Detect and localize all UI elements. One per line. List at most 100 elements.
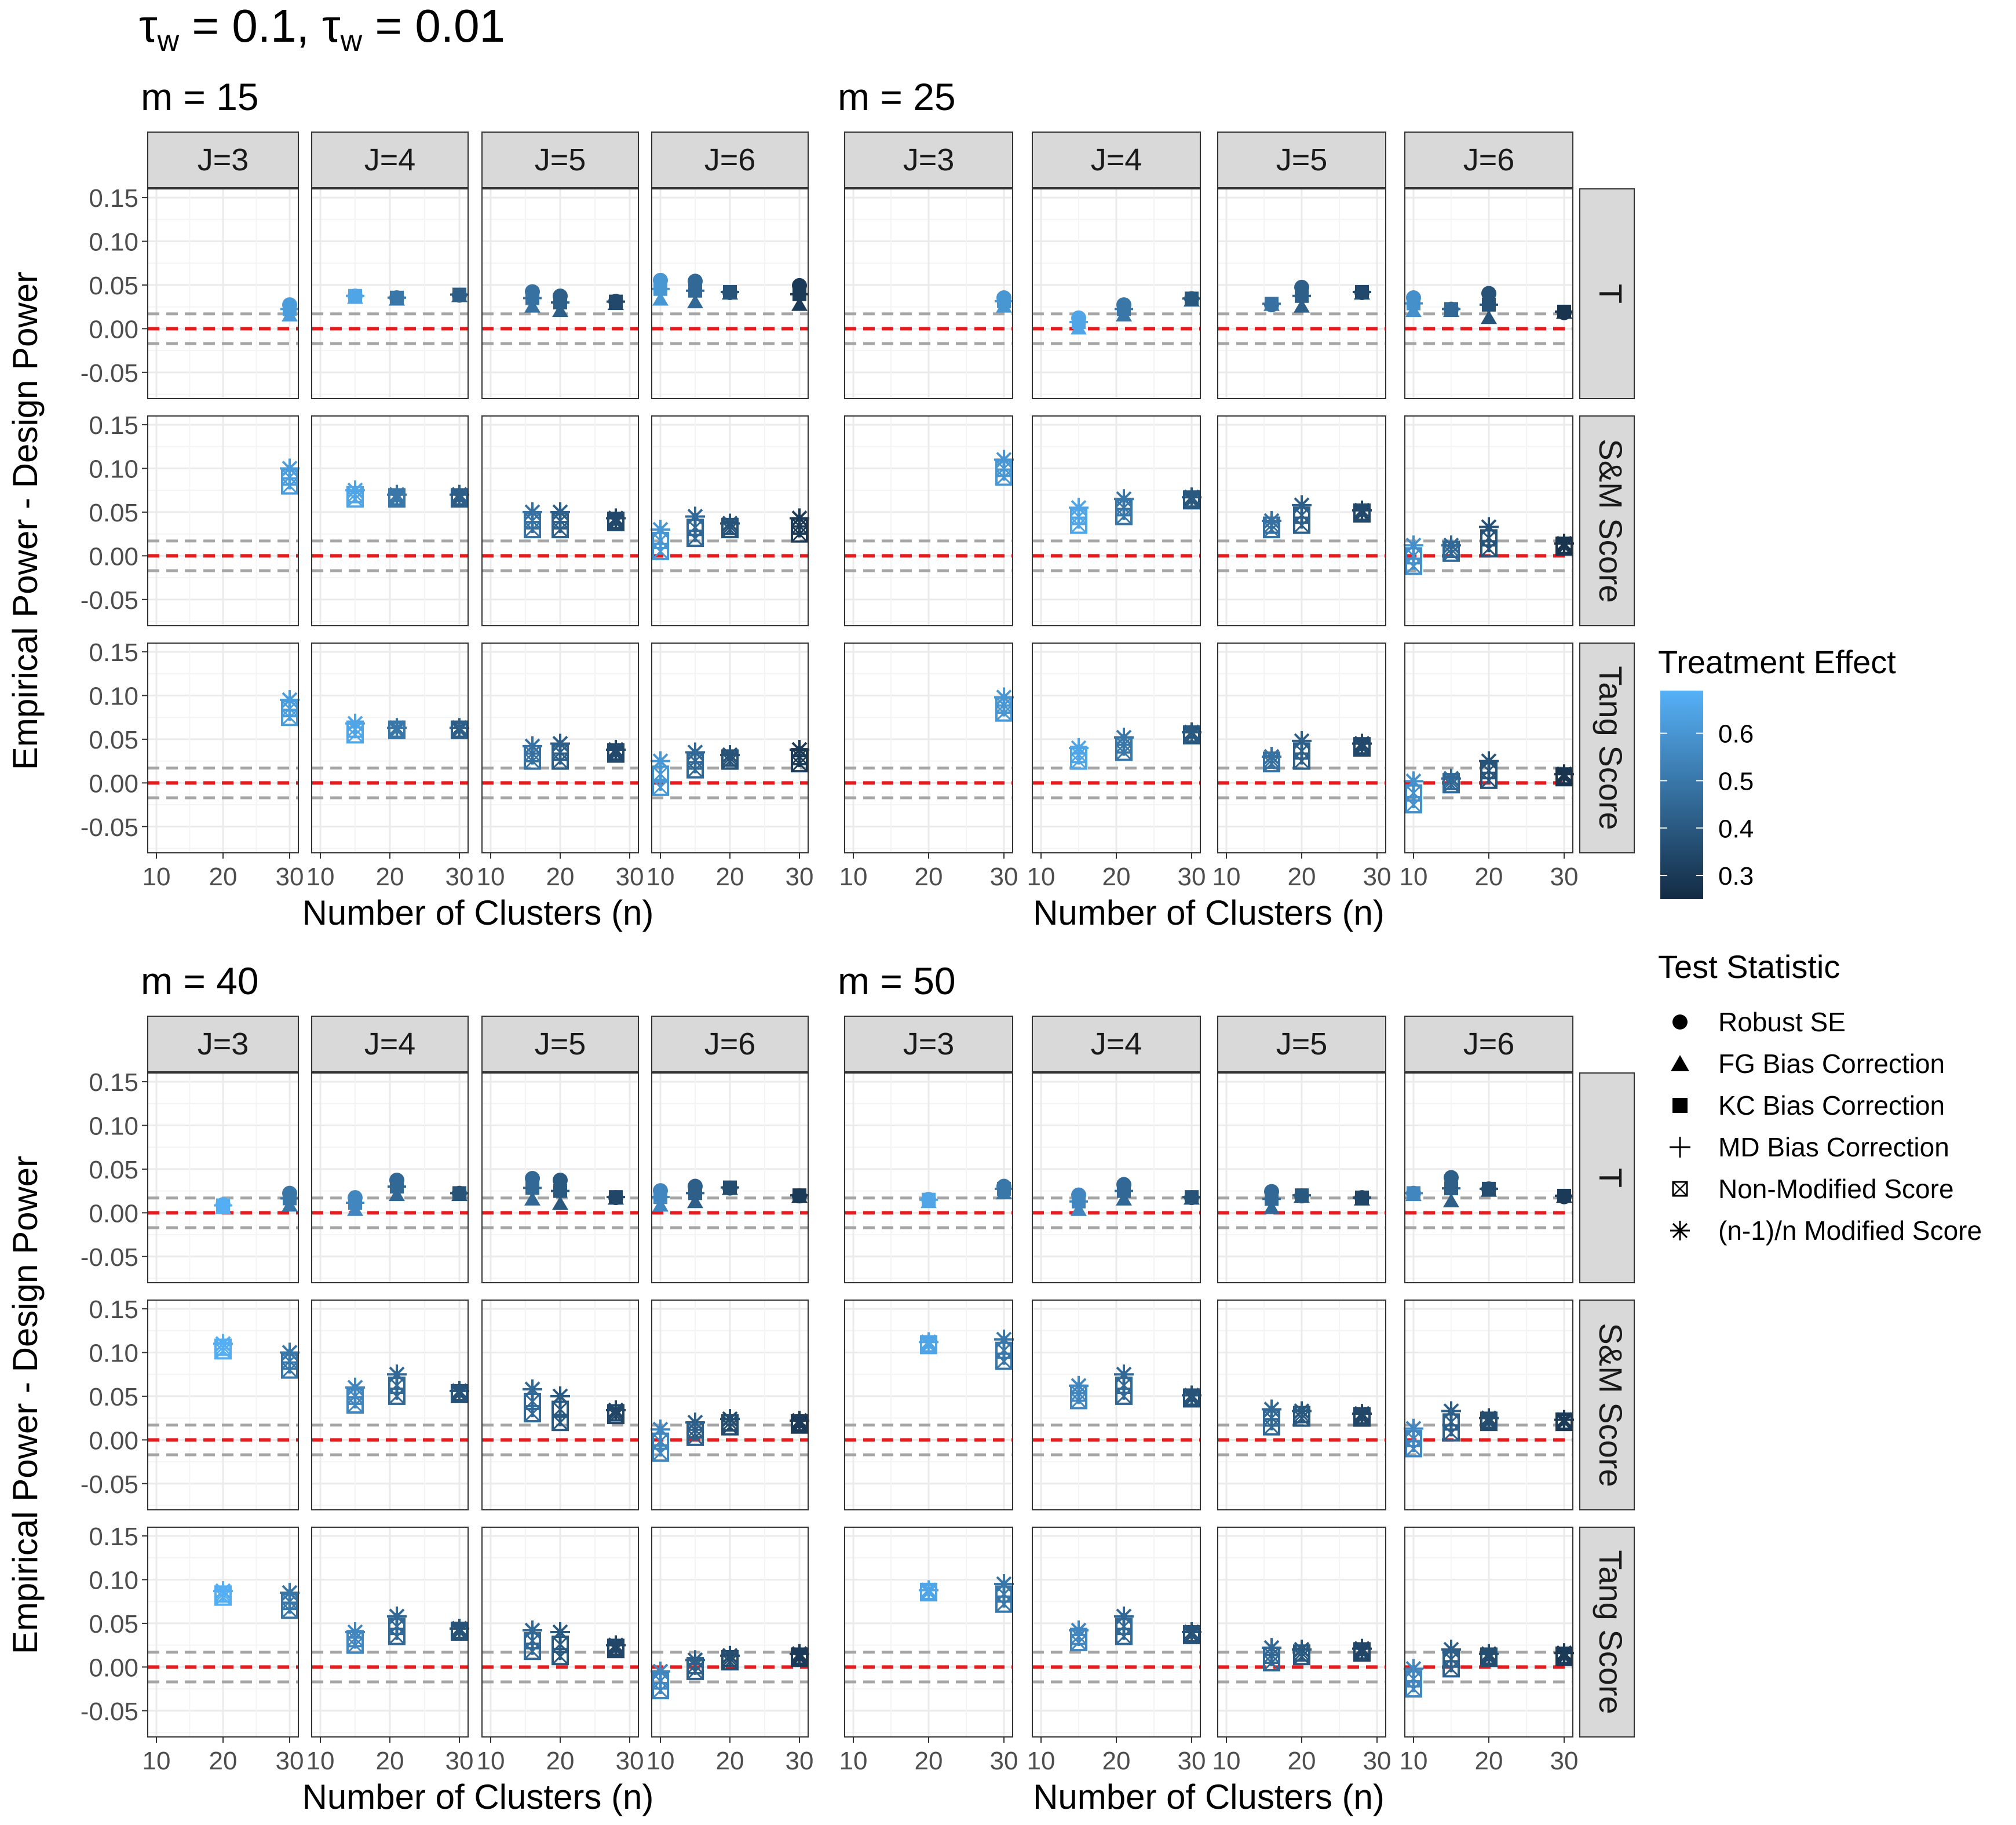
colorbar-tick-label: 0.3 (1718, 862, 1754, 890)
data-point (345, 1377, 365, 1414)
column-strip-label: J=3 (903, 143, 955, 177)
data-point (919, 1580, 938, 1602)
panel-border (147, 188, 299, 399)
x-tick-label: 20 (915, 863, 943, 891)
data-point (995, 1178, 1013, 1200)
y-tick-label: 0.00 (89, 542, 138, 571)
data-point (280, 690, 300, 727)
panel-border (651, 188, 809, 399)
x-tick-label: 20 (716, 1747, 744, 1775)
data-point (994, 687, 1014, 722)
data-point (1441, 535, 1461, 562)
panel-J5-SMScore (481, 1300, 639, 1510)
panel-border (844, 1072, 1013, 1283)
panel-J5-TangScore: 10 20 30 (477, 1527, 644, 1775)
panel-border (311, 1072, 469, 1283)
x-tick-label: 20 (546, 863, 575, 891)
data-point (721, 284, 739, 300)
data-point (606, 1400, 626, 1425)
panel-J3-SMScore: 0.15 0.10 0.05 0.00 -0.05 (81, 411, 300, 626)
x-tick-label: 20 (1102, 1747, 1131, 1775)
data-point (1262, 747, 1281, 773)
x-tick-label: 10 (1400, 1747, 1428, 1775)
colorbar-tick-label: 0.6 (1718, 720, 1754, 749)
panel-J4-SMScore (311, 415, 469, 626)
data-point (523, 1170, 542, 1206)
data-point (450, 1185, 469, 1202)
data-point (1404, 290, 1423, 317)
data-point (1353, 284, 1371, 300)
column-strip (1404, 132, 1573, 188)
panel-J5-SMScore (1217, 1300, 1386, 1510)
row-strip-label: S&M Score (1593, 439, 1629, 603)
column-strip (1032, 132, 1201, 188)
x-tick-label: 30 (1363, 1747, 1392, 1775)
x-tick-label: 20 (1102, 863, 1131, 891)
column-strip-label: J=3 (198, 1027, 249, 1061)
data-point (1182, 1385, 1201, 1408)
data-point (1479, 1644, 1499, 1667)
data-point (346, 289, 364, 304)
panel-J3-TangScore: 10 20 30 (839, 643, 1018, 891)
panel-J6-TangScore: 10 20 30 (647, 1527, 814, 1775)
y-tick-label: -0.05 (81, 1698, 138, 1726)
data-point (1352, 733, 1372, 757)
y-tick-label: 0.10 (89, 1567, 138, 1595)
data-point (1262, 1638, 1281, 1671)
y-tick-label: 0.05 (89, 1156, 138, 1184)
y-tick-label: -0.05 (81, 359, 138, 388)
data-point (919, 1192, 938, 1209)
panel-border (651, 1072, 809, 1283)
panel-border (844, 188, 1013, 399)
data-point (1479, 1408, 1499, 1432)
data-point (720, 1409, 740, 1436)
y-tick-label: -0.05 (81, 1470, 138, 1499)
x-tick-label: 30 (1550, 1747, 1579, 1775)
y-tick-label: 0.15 (89, 411, 138, 440)
panel-border (1217, 1300, 1386, 1510)
panel-border (147, 415, 299, 626)
column-strip-label: J=6 (1463, 143, 1515, 177)
data-point (1352, 1638, 1372, 1662)
data-point (1182, 1622, 1201, 1645)
x-tick-label: 10 (1400, 863, 1428, 891)
panel-border (481, 1300, 639, 1510)
x-tick-label: 20 (1288, 1747, 1316, 1775)
column-strip-label: J=5 (1276, 143, 1328, 177)
x-tick-label: 10 (306, 863, 335, 891)
column-strip (147, 1016, 299, 1072)
column-strip-label: J=5 (535, 143, 586, 177)
panel-J4-T (311, 188, 469, 399)
data-point (280, 1342, 300, 1379)
data-point (790, 278, 809, 311)
panel-border (147, 1300, 299, 1510)
shape-legend-item: FG Bias Correction (1671, 1049, 1945, 1079)
x-axis-title: Number of Clusters (n) (1033, 893, 1385, 932)
panel-J6-SMScore (1404, 1300, 1574, 1510)
data-point (550, 1386, 570, 1432)
y-axis-title: Empirical Power - Design Power (6, 1156, 45, 1654)
x-tick-label: 10 (839, 863, 868, 891)
column-strip (311, 1016, 469, 1072)
data-point (1292, 1401, 1312, 1427)
data-point (387, 1364, 407, 1405)
x-tick-label: 30 (616, 1747, 644, 1775)
panel-border (311, 188, 469, 399)
data-point (720, 745, 740, 770)
y-tick-label: 0.10 (89, 228, 138, 257)
data-point (1182, 487, 1201, 510)
x-tick-label: 30 (786, 1747, 814, 1775)
x-tick-label: 20 (915, 1747, 943, 1775)
x-tick-label: 30 (445, 863, 474, 891)
panel-J3-T (844, 1072, 1013, 1283)
shape-legend-item: (n-1)/n Modified Score (1670, 1216, 1982, 1246)
x-tick-label: 30 (990, 1747, 1018, 1775)
panel-J6-T (651, 188, 809, 399)
data-point (1352, 1404, 1372, 1427)
test-statistic-legend: Test Statistic Robust SE FG Bias Correcti… (1658, 948, 1982, 1246)
data-point (651, 1183, 670, 1212)
y-tick-label: 0.15 (89, 1295, 138, 1324)
panel-J6-TangScore: 10 20 30 (1400, 1527, 1579, 1775)
column-strip (311, 132, 469, 188)
